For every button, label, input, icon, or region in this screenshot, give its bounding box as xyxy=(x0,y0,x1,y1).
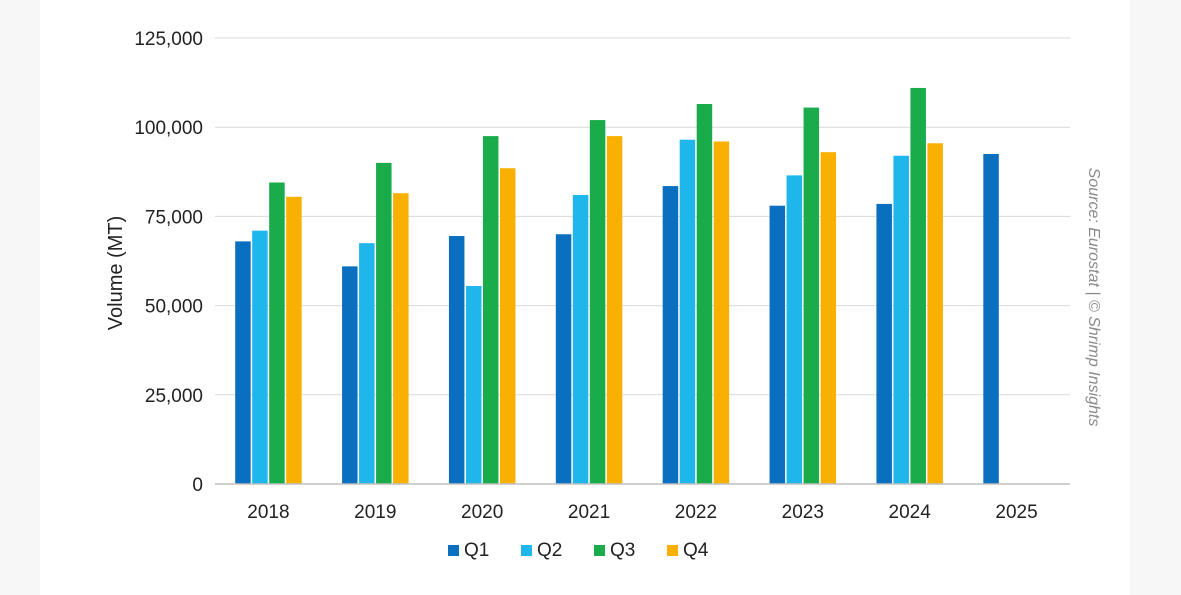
bar-q3-2018 xyxy=(269,182,285,484)
bar-q2-2023 xyxy=(786,175,803,485)
bar-q4-2021 xyxy=(606,136,623,484)
y-tick-label: 100,000 xyxy=(134,118,203,139)
x-tick-label: 2021 xyxy=(568,502,610,523)
legend-swatch-q1 xyxy=(448,545,459,556)
bar-q4-2019 xyxy=(393,193,409,484)
x-tick-label: 2022 xyxy=(675,502,717,523)
bar-q4-2020 xyxy=(499,168,516,484)
bar-q1-2019 xyxy=(342,266,358,484)
legend-label-q3: Q3 xyxy=(610,540,635,561)
x-tick-label: 2025 xyxy=(995,502,1037,523)
legend-swatch-q3 xyxy=(594,545,605,556)
legend-label-q1: Q1 xyxy=(464,540,489,561)
y-tick-label: 25,000 xyxy=(145,386,203,407)
bar-q2-2018 xyxy=(252,230,268,484)
chart-card: 0 25,000 50,000 75,000 100,000 125,000 2018 20… xyxy=(40,0,1130,595)
y-axis-ticks: 0 25,000 50,000 75,000 100,000 125,000 xyxy=(134,29,203,496)
bar-q1-2021 xyxy=(555,234,572,484)
bar-q3-2023 xyxy=(803,107,820,485)
bars xyxy=(235,87,999,485)
bar-q3-2020 xyxy=(482,136,499,484)
bar-q3-2019 xyxy=(376,162,392,484)
bar-q2-2021 xyxy=(572,194,589,484)
bar-q2-2019 xyxy=(359,243,375,484)
y-tick-label: 50,000 xyxy=(145,297,203,318)
legend-swatch-q2 xyxy=(521,545,532,556)
y-tick-label: 125,000 xyxy=(134,29,203,50)
y-tick-label: 0 xyxy=(192,475,203,496)
bar-q1-2018 xyxy=(235,241,251,484)
source-note: Source: Eurostat | © Shrimp Insights xyxy=(1085,168,1102,427)
bar-q4-2024 xyxy=(927,143,943,485)
legend-label-q2: Q2 xyxy=(537,540,562,561)
legend-swatch-q4 xyxy=(667,545,678,556)
bar-q3-2024 xyxy=(910,87,926,485)
bar-q1-2020 xyxy=(448,236,465,484)
bar-q2-2022 xyxy=(679,139,696,485)
x-tick-label: 2024 xyxy=(889,502,932,523)
bar-q1-2024 xyxy=(876,203,892,485)
legend: Q1 Q2 Q3 Q4 xyxy=(448,540,709,561)
legend-label-q4: Q4 xyxy=(683,540,709,561)
bar-q4-2018 xyxy=(286,196,302,484)
x-tick-label: 2019 xyxy=(354,502,396,523)
bar-q2-2020 xyxy=(465,285,482,484)
bar-q2-2024 xyxy=(893,155,909,484)
x-tick-label: 2023 xyxy=(782,502,824,523)
bar-q1-2022 xyxy=(662,186,679,484)
y-axis-title: Volume (MT) xyxy=(105,216,127,330)
x-tick-label: 2018 xyxy=(247,502,289,523)
bar-q4-2022 xyxy=(713,141,730,485)
y-tick-label: 75,000 xyxy=(145,207,203,228)
bar-q1-2023 xyxy=(769,205,786,485)
x-tick-label: 2020 xyxy=(461,502,503,523)
x-axis-ticks: 2018 2019 2020 2021 2022 2023 2024 2025 xyxy=(247,502,1037,523)
bar-q4-2023 xyxy=(820,152,837,484)
bar-q1-2025 xyxy=(983,153,999,484)
bar-q3-2021 xyxy=(589,120,606,485)
bar-q3-2022 xyxy=(696,104,713,485)
